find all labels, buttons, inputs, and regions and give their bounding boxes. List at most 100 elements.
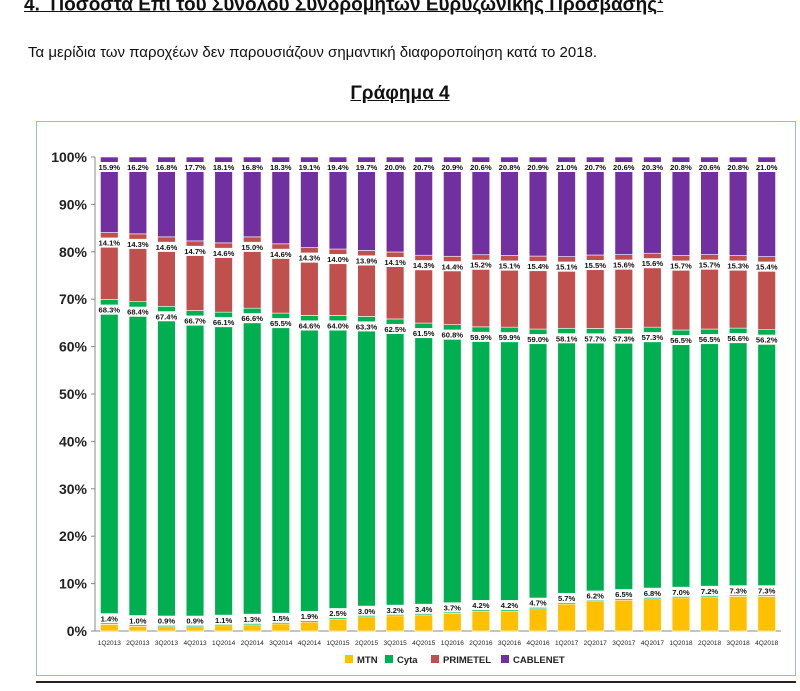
data-label-bg	[354, 255, 379, 266]
data-label-cablenet: 17.7%	[184, 163, 206, 172]
legend-label-mtn: MTN	[357, 655, 378, 666]
data-label-mtn: 4.2%	[501, 601, 519, 610]
data-label-cablenet: 19.7%	[356, 163, 378, 172]
data-label-bg	[211, 162, 236, 172]
data-label-cyta: 56.5%	[699, 335, 721, 344]
x-tick-label: 2Q2016	[469, 640, 493, 647]
data-label-bg	[728, 585, 749, 596]
bar-segment-cyta	[157, 305, 176, 628]
data-label-cyta: 56.5%	[670, 336, 692, 345]
data-label-primetel: 14.1%	[99, 239, 121, 248]
y-tick-label: 80%	[59, 244, 88, 260]
bar-segment-mtn	[243, 624, 262, 632]
bar-segment-cyta	[557, 327, 576, 605]
bar-segment-cyta	[728, 327, 748, 597]
data-label-bg	[699, 585, 720, 596]
data-label-bg	[668, 162, 694, 172]
data-label-cablenet: 20.6%	[613, 163, 635, 172]
x-tick-label: 1Q2018	[669, 640, 693, 647]
data-label-cablenet: 21.0%	[556, 163, 578, 172]
bar-segment-mtn	[100, 624, 119, 632]
data-label-bg	[297, 162, 322, 172]
bar-segment-cyta	[614, 328, 633, 601]
bar-segment-cablenet	[385, 156, 405, 253]
data-label-bg	[356, 605, 377, 616]
bar-segment-cyta	[300, 315, 319, 623]
data-label-bg	[154, 241, 179, 252]
bar-segment-cyta	[271, 312, 290, 625]
bar-segment-mtn	[643, 598, 662, 632]
x-tick-label: 2Q2017	[584, 640, 608, 647]
bar-segment-mtn	[728, 596, 748, 632]
data-label-cyta: 59.9%	[499, 333, 521, 342]
data-label-bg	[182, 315, 208, 326]
bar-segment-cablenet	[157, 156, 176, 238]
data-label-primetel: 15.7%	[699, 261, 721, 270]
bar-segment-mtn	[414, 614, 433, 632]
data-label-bg	[97, 162, 122, 172]
bar-segment-mtn	[500, 610, 519, 632]
data-label-cyta: 57.7%	[584, 334, 606, 343]
y-tick-label: 60%	[59, 339, 88, 355]
data-label-bg	[668, 260, 694, 271]
legend-swatch-cablenet	[501, 655, 509, 663]
data-label-bg	[297, 320, 322, 331]
data-label-primetel: 14.0%	[327, 255, 349, 264]
data-label-bg	[211, 247, 236, 258]
x-tick-label: 2Q2014	[241, 640, 265, 647]
data-label-primetel: 15.5%	[584, 261, 606, 270]
bar-segment-cablenet	[671, 156, 691, 256]
data-label-bg	[413, 603, 434, 614]
data-label-cyta: 65.5%	[270, 319, 292, 328]
data-label-bg	[270, 612, 291, 623]
data-label-bg	[528, 597, 549, 608]
bar-segment-cablenet	[757, 156, 776, 257]
data-label-mtn: 6.5%	[615, 590, 633, 599]
footnote-marker[interactable]: 1	[657, 0, 664, 6]
data-label-cyta: 56.6%	[727, 334, 749, 343]
x-tick-label: 1Q2014	[212, 640, 236, 647]
bar-segment-cablenet	[214, 156, 233, 244]
bar-segment-cyta	[414, 322, 433, 616]
bar-segment-cablenet	[100, 156, 119, 233]
data-label-primetel: 14.4%	[442, 262, 464, 271]
bar-segment-mtn	[671, 597, 691, 632]
page-divider	[36, 681, 796, 683]
bar-segment-cyta	[243, 307, 262, 626]
data-label-primetel: 15.6%	[613, 261, 635, 270]
data-label-bg	[125, 238, 151, 249]
data-label-cablenet: 16.8%	[156, 163, 178, 172]
bar-segment-cablenet	[300, 156, 319, 248]
data-label-cablenet: 20.7%	[584, 163, 606, 172]
bar-segment-cyta	[357, 316, 376, 618]
data-label-bg	[611, 259, 637, 270]
y-tick-label: 30%	[59, 481, 88, 497]
data-label-mtn: 1.3%	[244, 615, 262, 624]
bar-segment-cablenet	[471, 156, 491, 256]
legend-swatch-mtn	[345, 655, 353, 663]
bar-segment-cablenet	[643, 156, 662, 254]
data-label-cyta: 57.3%	[642, 333, 664, 342]
bar-segment-cablenet	[700, 156, 719, 255]
data-label-primetel: 14.3%	[299, 254, 321, 263]
data-label-cyta: 63.3%	[356, 322, 378, 331]
x-tick-label: 3Q2016	[498, 640, 522, 647]
x-tick-label: 3Q2018	[727, 640, 751, 647]
y-tick-label: 90%	[59, 196, 88, 212]
bar-segment-cablenet	[414, 156, 433, 256]
data-label-cablenet: 19.4%	[327, 163, 349, 172]
x-tick-label: 4Q2015	[412, 640, 436, 647]
data-label-primetel: 14.6%	[270, 250, 292, 259]
data-label-primetel: 15.1%	[499, 262, 521, 271]
chart-frame: 0% 10% 20% 30% 40% 50% 60% 70% 80% 90% 100% 1Q2013 2…	[36, 121, 796, 676]
x-tick-label: 2Q2015	[355, 640, 379, 647]
data-label-bg	[697, 334, 722, 345]
bar-segment-mtn	[357, 616, 376, 632]
data-label-bg	[640, 162, 665, 172]
data-label-bg	[440, 162, 465, 172]
data-label-bg	[97, 304, 122, 315]
data-label-cablenet: 20.6%	[699, 163, 721, 172]
data-label-bg	[411, 260, 436, 271]
data-label-bg	[556, 592, 577, 603]
data-label-bg	[554, 261, 579, 272]
